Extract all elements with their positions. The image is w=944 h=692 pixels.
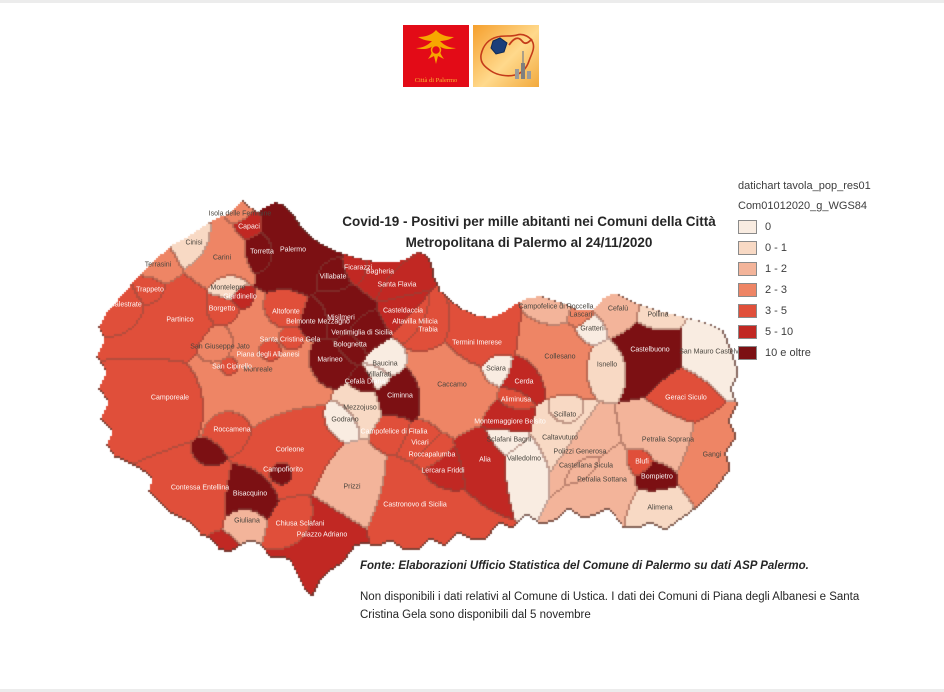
- legend-class-label: 5 - 10: [765, 325, 794, 338]
- map-title-line1: Covid-19 - Positivi per mille abitanti n…: [342, 214, 716, 229]
- legend-swatch: [738, 282, 757, 297]
- legend-item: 3 - 5: [738, 300, 871, 321]
- legend-swatch: [738, 324, 757, 339]
- legend-item: 2 - 3: [738, 279, 871, 300]
- legend-item: 10 e oltre: [738, 342, 871, 363]
- legend-dataset-line1: datichart tavola_pop_res01: [738, 180, 871, 192]
- legend-swatch: [738, 219, 757, 234]
- statistics-map-chart-icon: [480, 33, 535, 79]
- legend-swatch: [738, 345, 757, 360]
- legend-swatch: [738, 303, 757, 318]
- legend-swatch: [738, 240, 757, 255]
- legend-item: 0 - 1: [738, 237, 871, 258]
- legend-class-label: 1 - 2: [765, 262, 788, 275]
- availability-note: Non disponibili i dati relativi al Comun…: [360, 591, 860, 621]
- eagle-icon: [416, 30, 456, 64]
- citta-di-palermo-logo: Città di Palermo: [403, 25, 469, 87]
- legend-item: 0: [738, 216, 871, 237]
- map-title: Covid-19 - Positivi per mille abitanti n…: [328, 212, 730, 254]
- legend-class-label: 2 - 3: [765, 283, 788, 296]
- map-title-line2: Metropolitana di Palermo al 24/11/2020: [405, 234, 653, 250]
- legend-class-label: 0: [765, 220, 772, 233]
- page-top-edge: [0, 0, 944, 3]
- legend-rows: 0 0 - 1 1 - 2 2 - 3 3 - 5 5 - 10 10 e oltre: [738, 216, 871, 363]
- legend-class-label: 0 - 1: [765, 241, 788, 254]
- legend-item: 1 - 2: [738, 258, 871, 279]
- choropleth-map-canvas: [88, 190, 752, 614]
- legend-swatch: [738, 261, 757, 276]
- legend-class-label: 3 - 5: [765, 304, 788, 317]
- legend-item: 5 - 10: [738, 321, 871, 342]
- legend-class-label: 10 e oltre: [765, 346, 811, 359]
- legend-dataset-line2: Com01012020_g_WGS84: [738, 200, 868, 212]
- legend: datichart tavola_pop_res01 Com01012020_g…: [738, 176, 871, 363]
- palermo-logo-caption: Città di Palermo: [414, 77, 458, 84]
- source-note: Fonte: Elaborazioni Ufficio Statistica d…: [360, 560, 809, 572]
- page-bottom-edge: [0, 689, 944, 692]
- statistics-office-logo: [473, 25, 539, 87]
